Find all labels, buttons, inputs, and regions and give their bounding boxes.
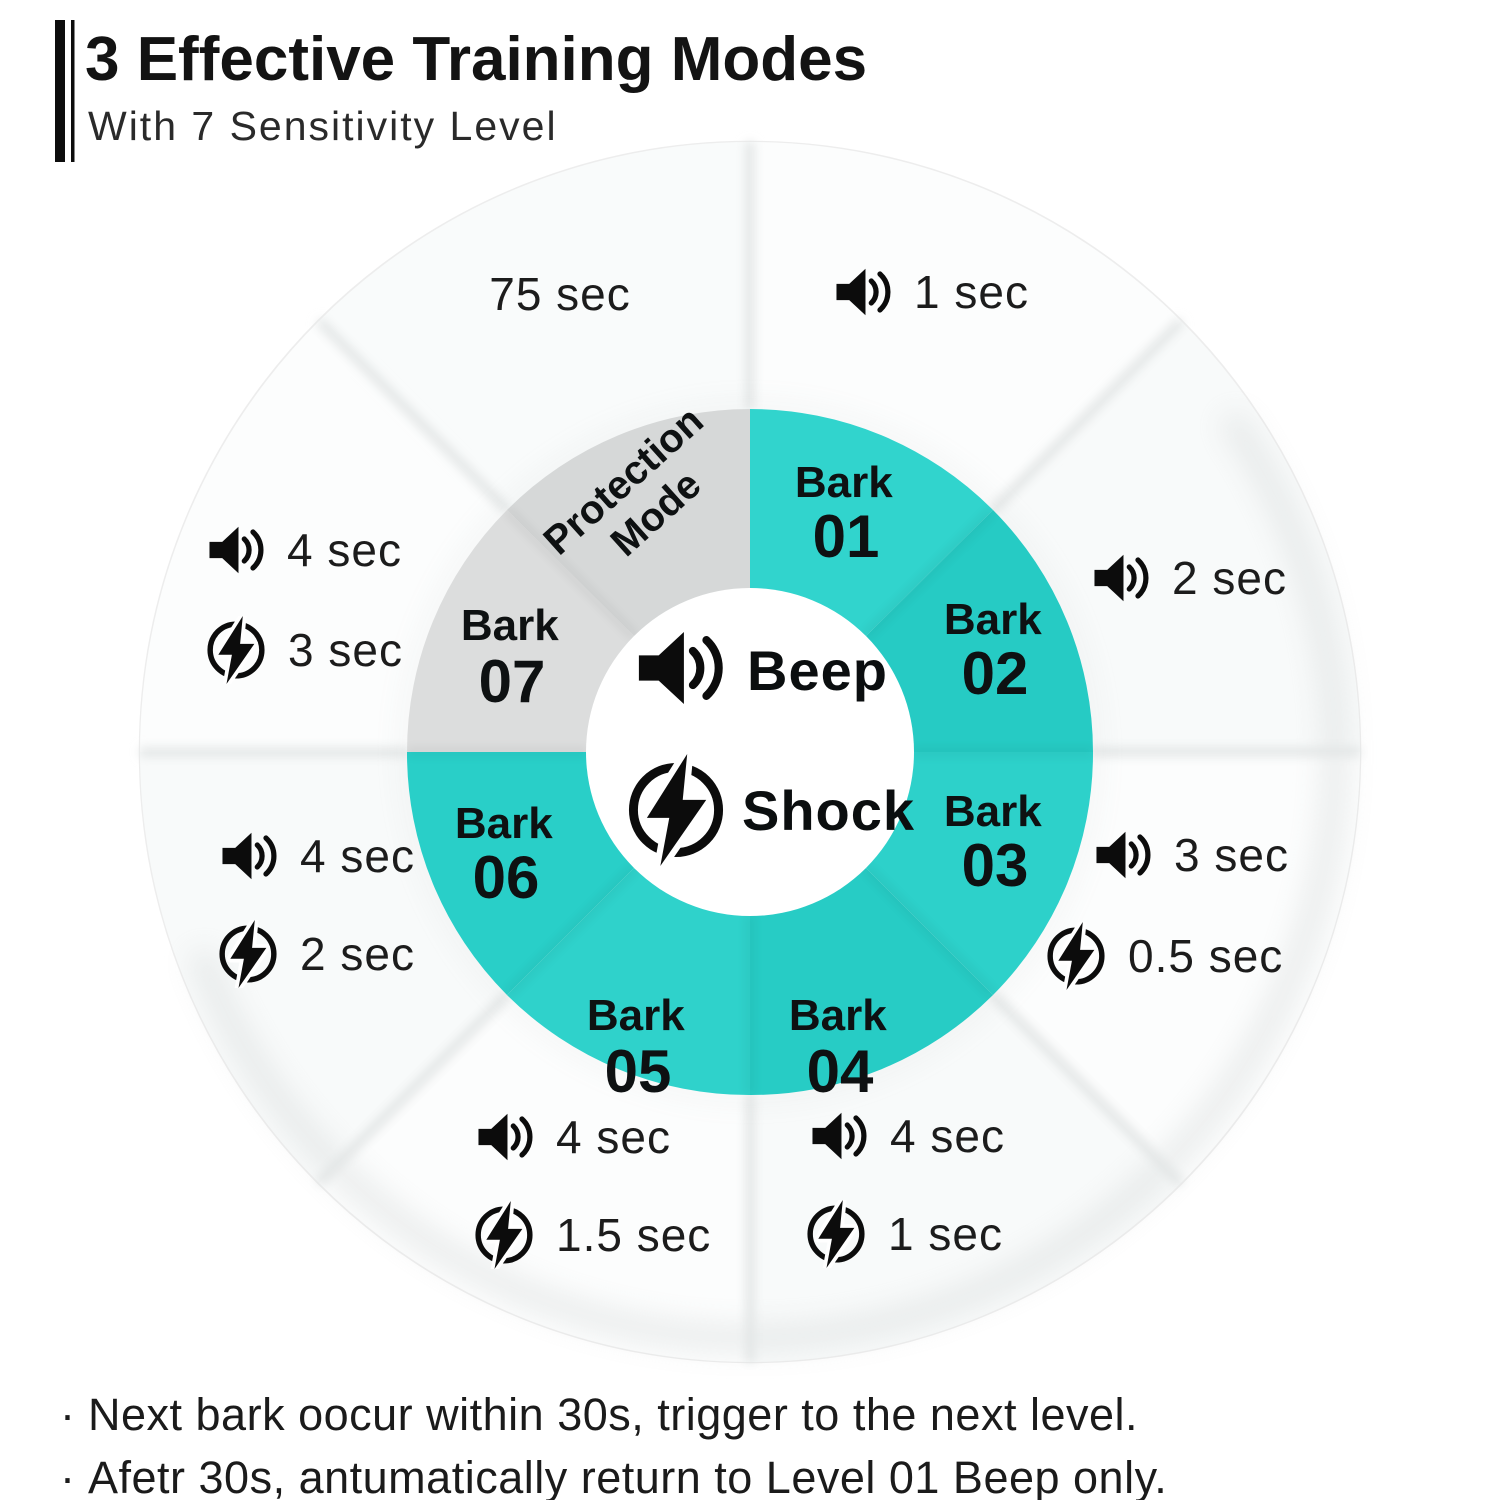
svg-text:2 sec: 2 sec — [1172, 552, 1287, 604]
header: 3 Effective Training Modes With 7 Sensit… — [55, 20, 867, 162]
ring-segment-bark-01 — [750, 409, 993, 637]
wedge-value-labels: 75 sec 1 sec 2 sec 3 sec 0.5 sec 4 sec 1… — [209, 266, 1288, 1269]
bark-04-beep-row: 4 sec — [812, 1110, 1004, 1162]
svg-text:2 sec: 2 sec — [300, 928, 415, 980]
mode-ring — [406, 409, 1094, 1096]
ring-label-bark-02: Bark 02 — [944, 595, 1046, 707]
ring-segment-bark-04 — [750, 867, 993, 1096]
svg-text:3 sec: 3 sec — [288, 624, 403, 676]
ring-label-bark-03: Bark 03 — [944, 787, 1046, 899]
bark-03-beep-row: 3 sec — [1096, 829, 1288, 881]
shock-label: Shock — [742, 779, 915, 842]
page-subtitle: With 7 Sensitivity Level — [88, 103, 558, 149]
svg-text:3 sec: 3 sec — [1174, 829, 1289, 881]
wedge-dividers — [140, 142, 1360, 1362]
svg-text:4 sec: 4 sec — [890, 1110, 1005, 1162]
ring-label-bark-06: Bark 06 — [455, 799, 557, 911]
footnotes: · Next bark oocur within 30s, trigger to… — [60, 1389, 1167, 1500]
ring-label-bark-04: Bark 04 — [789, 991, 891, 1105]
protection-duration-label: 75 sec — [489, 268, 631, 320]
svg-text:1 sec: 1 sec — [888, 1208, 1003, 1260]
bark-07-shock-row: 3 sec — [210, 616, 403, 684]
bark-05-shock-row: 1.5 sec — [478, 1201, 711, 1269]
beep-label: Beep — [747, 639, 888, 702]
ring-label-bark-07: Bark 07 — [461, 601, 563, 715]
center-circle — [586, 588, 914, 916]
center-legend: Beep Shock — [633, 632, 915, 866]
rim-shadow — [188, 410, 1348, 1350]
note-bullet-1: · — [60, 1389, 76, 1440]
svg-text:1.5 sec: 1.5 sec — [556, 1209, 711, 1261]
ring-label-bark-01: Bark 01 — [795, 458, 897, 570]
bark-02-beep-row: 2 sec — [1094, 552, 1286, 604]
note-line-2: Afetr 30s, antumatically return to Level… — [88, 1452, 1167, 1500]
bark-06-shock-row: 2 sec — [222, 920, 415, 988]
ring-label-bark-05: Bark 05 — [587, 991, 689, 1105]
svg-text:4 sec: 4 sec — [287, 524, 402, 576]
ring-segment-bark-03 — [865, 752, 1094, 995]
ring-segment-bark-05 — [507, 867, 750, 1096]
svg-text:1 sec: 1 sec — [914, 266, 1029, 318]
note-line-1: Next bark oocur within 30s, trigger to t… — [88, 1389, 1138, 1440]
note-bullet-2: · — [60, 1452, 76, 1500]
ring-segment-protection — [507, 409, 750, 637]
header-accent-bar-thin — [71, 20, 75, 162]
ring-segment-bark-06 — [406, 752, 635, 995]
bark-01-beep-row: 1 sec — [836, 266, 1028, 318]
svg-text:4 sec: 4 sec — [300, 830, 415, 882]
bark-05-beep-row: 4 sec — [478, 1111, 670, 1163]
ring-segment-shading — [407, 506, 1093, 1095]
svg-text:4 sec: 4 sec — [556, 1111, 671, 1163]
bark-06-beep-row: 4 sec — [222, 830, 414, 882]
page-title: 3 Effective Training Modes — [85, 25, 867, 94]
bark-04-shock-row: 1 sec — [810, 1200, 1003, 1268]
ring-segment-bark-07 — [407, 510, 635, 752]
svg-text:0.5 sec: 0.5 sec — [1128, 930, 1283, 982]
bark-07-beep-row: 4 sec — [209, 524, 401, 576]
header-accent-bar-thick — [55, 20, 65, 162]
ring-segment-bark-02 — [865, 510, 1093, 752]
bark-03-shock-row: 0.5 sec — [1050, 922, 1283, 990]
